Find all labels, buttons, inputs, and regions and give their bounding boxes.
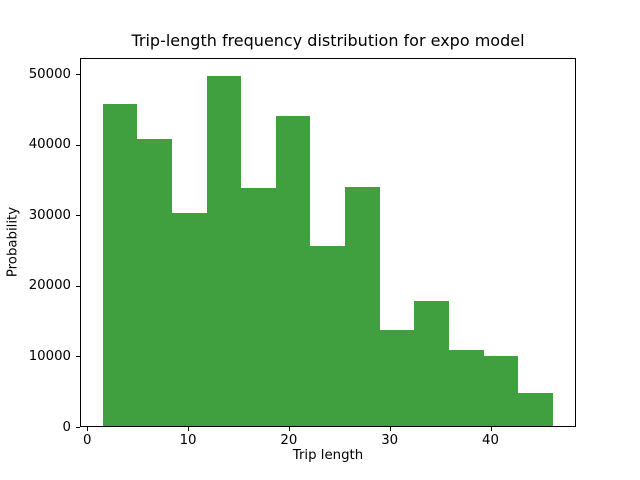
- x-tick-mark: [87, 427, 89, 431]
- y-tick-label: 20000: [28, 278, 71, 294]
- histogram-bar: [483, 356, 519, 427]
- histogram-bar: [518, 392, 553, 427]
- histogram-bar: [102, 103, 138, 427]
- histogram-bar: [448, 350, 484, 427]
- x-tick-label: 20: [280, 433, 298, 448]
- chart-title: Trip-length frequency distribution for e…: [131, 31, 525, 50]
- x-tick-label: 40: [482, 433, 499, 448]
- histogram-bar: [241, 188, 276, 427]
- y-tick-label: 50000: [28, 66, 71, 82]
- y-tick-label: 0: [62, 419, 71, 435]
- y-tick-mark: [76, 74, 80, 76]
- histogram-bar: [345, 187, 380, 427]
- y-tick-label: 30000: [28, 207, 71, 223]
- histogram-bar: [310, 246, 346, 427]
- x-tick-mark: [288, 427, 290, 431]
- plot-area: [80, 57, 576, 427]
- histogram-bar: [275, 115, 311, 427]
- histogram-bar: [379, 329, 415, 427]
- x-axis-label: Trip length: [292, 448, 364, 463]
- y-tick-mark: [76, 285, 80, 287]
- histogram-bar: [171, 212, 207, 427]
- x-tick-mark: [490, 427, 492, 431]
- y-tick-mark: [76, 144, 80, 146]
- y-tick-mark: [76, 356, 80, 358]
- x-tick-mark: [389, 427, 391, 431]
- x-tick-label: 10: [179, 433, 197, 448]
- y-tick-label: 40000: [28, 137, 71, 153]
- y-axis-label: Probability: [5, 206, 21, 278]
- x-tick-label: 0: [83, 433, 92, 448]
- x-tick-label: 30: [381, 433, 399, 448]
- y-tick-mark: [76, 215, 80, 217]
- y-tick-label: 10000: [28, 348, 71, 364]
- y-tick-mark: [76, 427, 80, 428]
- histogram-bar: [137, 139, 172, 427]
- x-tick-mark: [188, 427, 190, 431]
- histogram-bar: [414, 300, 449, 427]
- histogram-bar: [206, 75, 242, 427]
